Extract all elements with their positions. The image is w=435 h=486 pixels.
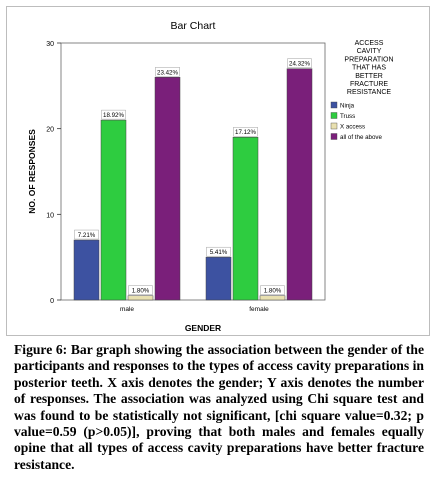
data-label-male-2: 1.80% bbox=[132, 288, 150, 295]
y-tick-label-0: 0 bbox=[50, 298, 54, 305]
y-tick-label-1: 10 bbox=[46, 212, 54, 219]
legend-swatch-X-access bbox=[330, 122, 338, 130]
legend-swatch-Truss bbox=[330, 112, 338, 119]
data-label-box-male-2 bbox=[128, 285, 153, 295]
data-label-box-male-1 bbox=[101, 109, 126, 120]
data-label-female-0: 5.41% bbox=[210, 249, 228, 256]
legend-title: ACCESS CAVITY PREPARATION THAT HAS BETTER FRA… bbox=[344, 40, 393, 96]
x-tick-label-0: male bbox=[120, 306, 134, 313]
x-tick-label-1: female bbox=[249, 306, 269, 313]
data-label-box-female-2 bbox=[260, 285, 285, 295]
bar-chart: Bar Chart 0 10 20 30 NO. OF RESPONSES 7.21% 18.… bbox=[27, 20, 394, 333]
data-label-box-female-3 bbox=[287, 58, 312, 68]
legend-label-X-access: X access bbox=[340, 124, 365, 131]
bar-male-Ninja bbox=[73, 239, 100, 301]
chart-title: Bar Chart bbox=[171, 20, 216, 32]
data-label-female-1: 17.12% bbox=[235, 129, 256, 136]
figure-caption: Figure 6: Bar graph showing the associat… bbox=[14, 342, 424, 472]
plot-area bbox=[60, 42, 326, 301]
data-label-female-2: 1.80% bbox=[264, 288, 282, 295]
y-axis-label: NO. OF RESPONSES bbox=[27, 129, 37, 214]
data-label-female-3: 24.32% bbox=[289, 61, 310, 68]
legend-swatch-Ninja bbox=[330, 101, 338, 109]
chart-frame: Bar Chart 0 10 20 30 NO. OF RESPONSES 7.21% 18.… bbox=[6, 6, 430, 336]
data-label-male-1: 18.92% bbox=[103, 112, 124, 119]
data-label-box-male-3 bbox=[155, 67, 180, 77]
legend-label-Ninja: Ninja bbox=[340, 103, 355, 110]
data-label-box-female-0 bbox=[206, 246, 231, 257]
legend-label-Truss: Truss bbox=[340, 113, 355, 120]
bar-female-X-access bbox=[259, 295, 286, 301]
data-label-male-0: 7.21% bbox=[78, 232, 96, 239]
bar-male-all-of-the-above bbox=[154, 77, 181, 301]
bar-female-Truss bbox=[232, 136, 259, 301]
bar-female-all-of-the-above bbox=[286, 68, 313, 301]
bar-female-Ninja bbox=[205, 256, 232, 301]
x-axis-label: GENDER bbox=[185, 323, 221, 333]
legend-label-all-of-the-above: all of the above bbox=[340, 134, 383, 141]
bar-male-X-access bbox=[127, 295, 154, 301]
bar-male-Truss bbox=[100, 119, 127, 301]
legend-swatch-all-of-the-above bbox=[330, 133, 338, 140]
y-tick-label-3: 30 bbox=[46, 41, 54, 48]
data-label-male-3: 23.42% bbox=[157, 69, 178, 76]
y-tick-label-2: 20 bbox=[46, 127, 54, 134]
data-label-box-female-1 bbox=[233, 127, 258, 137]
data-label-box-male-0 bbox=[74, 229, 99, 240]
